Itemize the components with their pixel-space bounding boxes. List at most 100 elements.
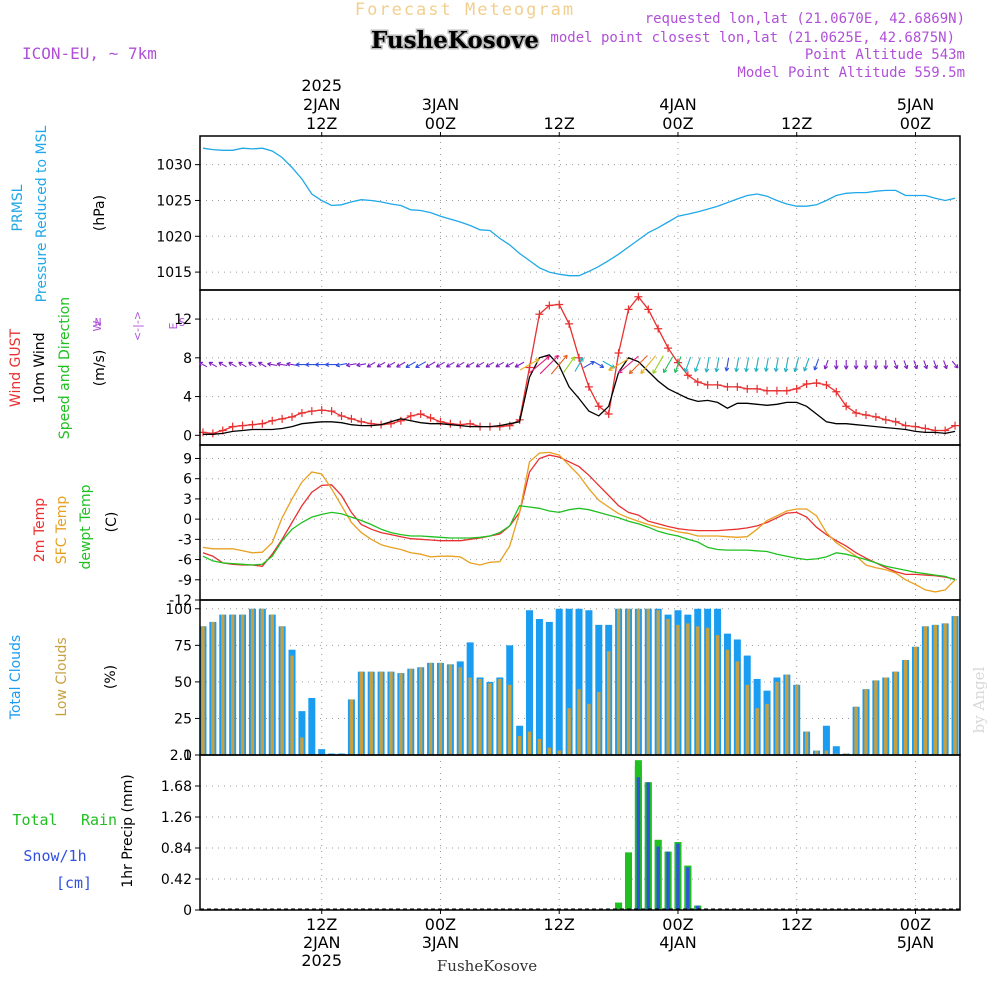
gust-marker <box>891 417 900 426</box>
wind-direction-arrow <box>425 361 436 368</box>
series-line-dewpt-temp <box>202 504 956 581</box>
low-cloud-bar <box>725 649 730 755</box>
top-axis-label: 12Z <box>306 114 337 133</box>
low-cloud-bar <box>428 662 433 755</box>
low-cloud-bar <box>646 608 650 755</box>
top-axis-label: 12Z <box>544 114 575 133</box>
bottom-axis-label: 2JAN <box>303 933 341 952</box>
low-cloud-bar <box>508 684 512 755</box>
wind-direction-arrow <box>356 362 367 368</box>
wind-label-10m: 10m Wind <box>32 332 48 403</box>
total-cloud-bar <box>595 624 603 755</box>
low-cloud-bar <box>933 624 937 755</box>
gust-marker <box>832 387 841 396</box>
low-cloud-bar <box>824 750 829 755</box>
wind-direction-arrow <box>445 361 455 368</box>
low-cloud-bar <box>854 706 858 755</box>
gust-marker <box>426 413 435 422</box>
total-cloud-bar <box>585 610 593 755</box>
top-axis-label: 00Z <box>900 114 931 133</box>
low-cloud-bar <box>300 737 304 755</box>
gust-marker <box>683 371 692 380</box>
gust-marker <box>545 301 554 310</box>
y-tick-label: 2.1 <box>170 748 192 764</box>
gust-marker <box>822 380 831 389</box>
total-cloud-bar <box>545 621 553 755</box>
wind-direction-arrow <box>833 360 839 370</box>
gust-marker <box>951 421 960 430</box>
low-cloud-bar <box>814 750 819 755</box>
wind-direction-arrow <box>933 360 938 370</box>
clouds-panel: Total Clouds Low Clouds (%) 0 25 50 75 100 <box>8 599 961 764</box>
wind-direction-arrow <box>495 361 504 368</box>
low-cloud-bar <box>389 671 393 755</box>
gust-marker <box>901 421 910 430</box>
header-model: ICON-EU, ~ 7km <box>22 44 157 63</box>
gust-marker <box>743 384 752 393</box>
wind-direction-arrow <box>853 360 859 370</box>
precip-unit: 1hr Precip (mm) <box>120 774 136 887</box>
low-cloud-bar <box>903 659 908 755</box>
total-cloud-bar <box>565 608 573 755</box>
wind-direction-arrow <box>257 361 267 368</box>
y-tick-label: 0 <box>183 748 192 764</box>
y-tick-label: 100 <box>165 602 192 618</box>
low-cloud-bar <box>626 608 631 755</box>
low-cloud-bar <box>280 626 284 755</box>
low-cloud-bar <box>884 677 888 755</box>
wind-direction-arrow <box>923 360 929 370</box>
low-cloud-bar <box>240 614 245 755</box>
low-cloud-bar <box>517 735 522 755</box>
wind-direction-arrow <box>617 355 639 374</box>
gust-marker <box>733 382 742 391</box>
low-cloud-bar <box>795 684 799 755</box>
low-cloud-bar <box>221 614 225 755</box>
gust-marker <box>584 382 593 391</box>
gust-marker <box>664 344 673 353</box>
temp-unit: (C) <box>104 512 120 533</box>
gust-marker <box>228 422 237 431</box>
wind-direction-arrow <box>694 357 701 373</box>
gust-marker <box>911 422 920 431</box>
low-cloud-bar <box>666 619 670 755</box>
y-tick-label: 0 <box>183 428 192 444</box>
wind-panel: Wind GUST 10m Wind Speed and Direction (… <box>8 289 961 446</box>
precip-snow-bar <box>666 851 670 910</box>
wind-direction-arrow <box>823 359 829 370</box>
footer-location: FusheKosove <box>437 957 537 975</box>
y-tick-label: 6 <box>183 472 192 488</box>
wind-direction-arrow <box>873 360 879 370</box>
low-cloud-bar <box>458 667 462 755</box>
header-title-faded: Forecast Meteogram <box>355 0 575 20</box>
compass-west: W <box>91 320 104 331</box>
gust-marker <box>723 382 732 391</box>
gust-marker <box>297 409 306 418</box>
y-tick-label: 1.26 <box>161 810 192 826</box>
gust-marker <box>396 416 405 425</box>
gust-marker <box>327 407 336 416</box>
gust-marker <box>268 416 277 425</box>
gust-marker <box>357 417 366 426</box>
wind-direction-arrow <box>593 361 605 368</box>
wind-direction-arrow <box>228 361 237 368</box>
wind-direction-arrow <box>724 358 730 372</box>
total-cloud-bar <box>535 619 543 755</box>
temp-label-sfc: SFC Temp <box>54 496 70 565</box>
wind-direction-arrow <box>335 362 348 368</box>
temp-label-dewpt: dewpt Temp <box>78 484 94 569</box>
precip-panel: Total Rain Snow/1h [cm] 1hr Precip (mm) … <box>12 748 961 919</box>
wind-direction-arrow <box>783 357 789 373</box>
total-cloud-bar <box>308 697 316 755</box>
low-cloud-bar <box>953 616 957 755</box>
wind-direction-arrow <box>863 360 869 370</box>
precip-snow-bar <box>676 843 680 910</box>
gust-marker <box>555 300 564 309</box>
pressure-label-prmsl: PRMSL <box>10 184 26 231</box>
gust-marker <box>248 420 257 429</box>
top-axis-label: 4JAN <box>659 95 697 114</box>
pressure-panel: PRMSL Pressure Reduced to MSL (hPa) 1015… <box>10 125 961 302</box>
wind-direction-arrow <box>475 361 485 368</box>
gust-marker <box>713 380 722 389</box>
compass-north: N <box>95 316 102 329</box>
